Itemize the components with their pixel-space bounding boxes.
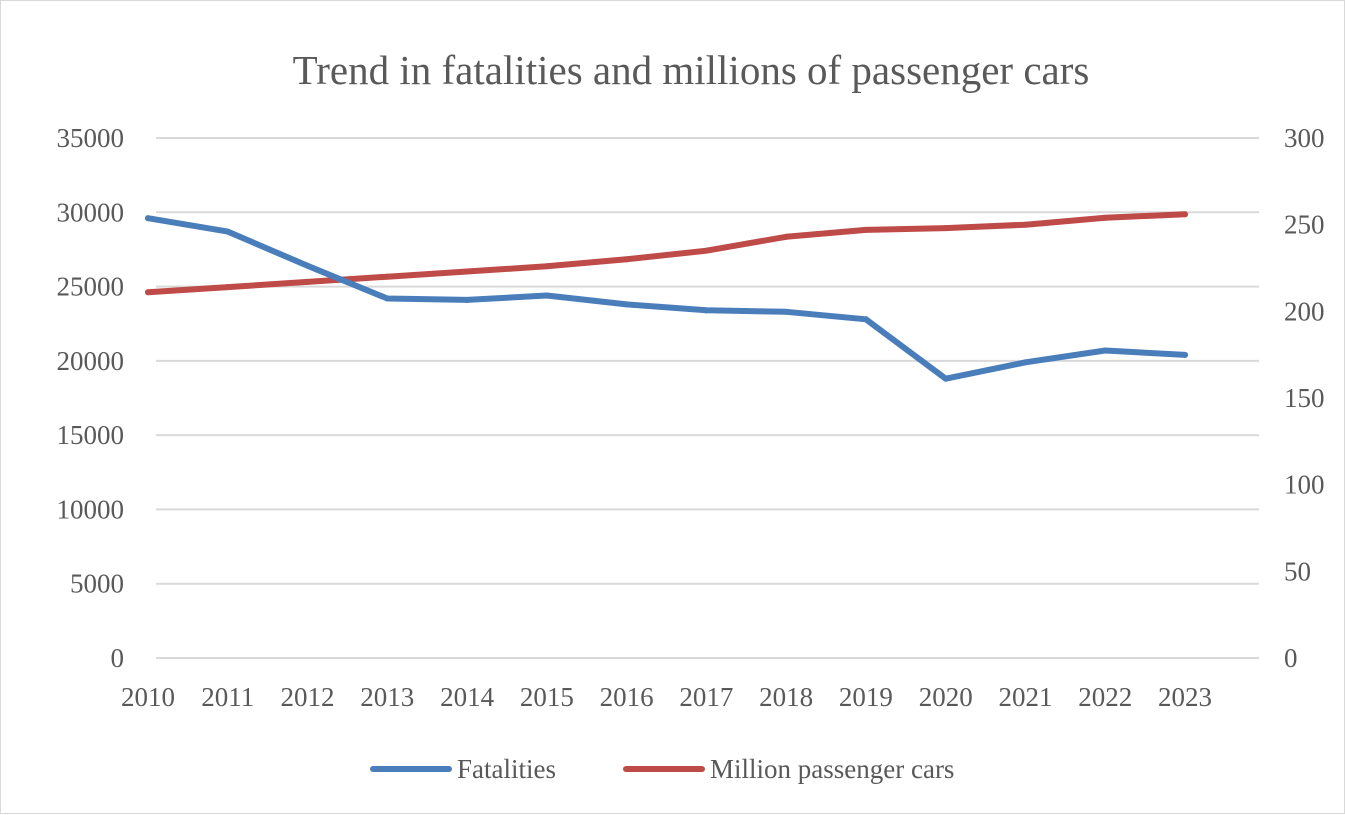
data-point (1102, 214, 1109, 221)
series-lines (145, 211, 1188, 382)
data-point (1022, 221, 1029, 228)
x-tick-label: 2023 (1158, 682, 1212, 712)
data-point (384, 273, 391, 280)
data-point (1102, 347, 1109, 354)
data-point (942, 225, 949, 232)
left-axis: 0 5000 10000 15000 20000 25000 30000 35000 (57, 123, 125, 673)
legend: Fatalities Million passenger cars (370, 754, 954, 784)
data-point (304, 262, 311, 269)
chart-title: Trend in fatalities and millions of pass… (293, 47, 1090, 93)
data-point (543, 292, 550, 299)
left-tick-label: 25000 (57, 272, 125, 302)
left-tick-label: 10000 (57, 494, 125, 524)
x-tick-label: 2018 (759, 682, 813, 712)
gridlines (156, 137, 1259, 659)
x-tick-label: 2011 (201, 682, 254, 712)
left-tick-label: 5000 (70, 569, 124, 599)
data-point (703, 307, 710, 314)
x-tick-label: 2013 (360, 682, 414, 712)
data-point (304, 278, 311, 285)
data-point (1022, 359, 1029, 366)
data-point (464, 268, 471, 275)
right-axis: 0 50 100 150 200 250 300 (1284, 123, 1325, 673)
x-axis: 2010 2011 2012 2013 2014 2015 2016 2017 2018 2019… (121, 682, 1212, 712)
left-tick-label: 15000 (57, 420, 125, 450)
x-tick-label: 2014 (440, 682, 495, 712)
series-line-fatalities (145, 215, 1188, 382)
data-point (1182, 211, 1188, 218)
legend-label: Fatalities (457, 754, 556, 784)
x-tick-label: 2012 (281, 682, 335, 712)
left-tick-label: 30000 (57, 197, 125, 227)
x-tick-label: 2015 (520, 682, 574, 712)
x-tick-label: 2020 (919, 682, 973, 712)
data-point (783, 308, 790, 315)
right-tick-label: 50 (1284, 556, 1311, 586)
right-tick-label: 0 (1284, 643, 1298, 673)
x-tick-label: 2021 (998, 682, 1052, 712)
data-point (224, 228, 231, 235)
x-tick-label: 2017 (679, 682, 733, 712)
x-tick-label: 2022 (1078, 682, 1132, 712)
left-tick-label: 35000 (57, 123, 125, 153)
left-tick-label: 20000 (57, 346, 125, 376)
right-tick-label: 250 (1284, 210, 1325, 240)
data-point (464, 296, 471, 303)
data-point (145, 289, 151, 296)
right-tick-label: 100 (1284, 470, 1325, 500)
data-point (703, 247, 710, 254)
x-tick-label: 2016 (600, 682, 654, 712)
x-tick-label: 2019 (839, 682, 893, 712)
data-point (862, 226, 869, 233)
right-tick-label: 150 (1284, 383, 1325, 413)
data-point (145, 215, 151, 222)
data-point (942, 375, 949, 382)
data-point (224, 284, 231, 291)
data-point (783, 233, 790, 240)
x-tick-label: 2010 (121, 682, 175, 712)
right-tick-label: 200 (1284, 296, 1325, 326)
data-point (623, 301, 630, 308)
data-point (543, 263, 550, 270)
legend-label: Million passenger cars (710, 754, 954, 784)
data-point (1182, 351, 1188, 358)
data-point (862, 316, 869, 323)
series-line-million-passenger-cars (145, 211, 1188, 296)
data-point (384, 295, 391, 302)
right-tick-label: 300 (1284, 123, 1325, 153)
left-tick-label: 0 (111, 643, 125, 673)
data-point (623, 256, 630, 263)
